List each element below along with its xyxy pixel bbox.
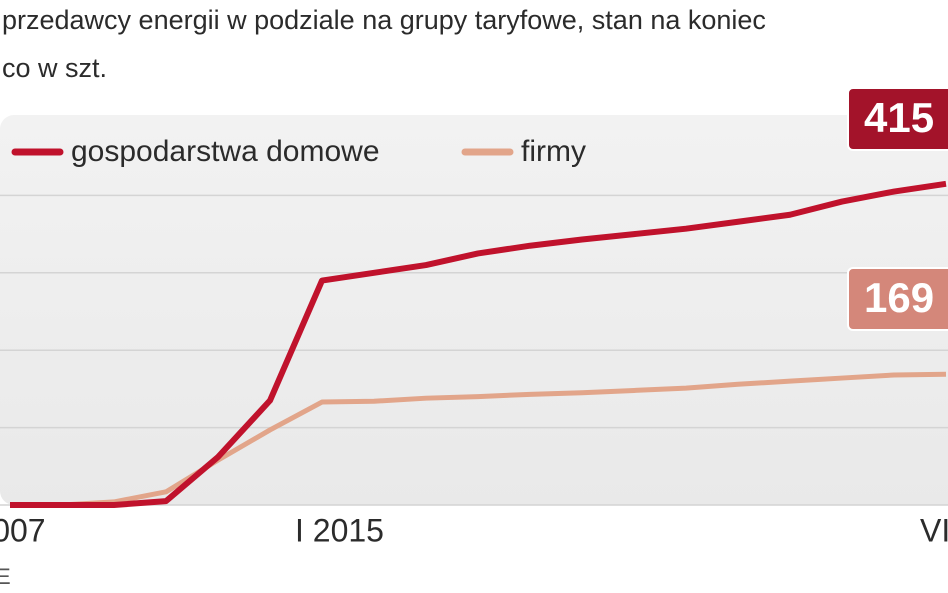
- legend-label: gospodarstwa domowe: [71, 135, 380, 168]
- value-label: 415: [864, 94, 934, 141]
- plot-background: [0, 115, 948, 505]
- x-tick-label: 2007: [0, 512, 46, 548]
- value-label: 169: [864, 274, 934, 321]
- series-line: [10, 371, 947, 508]
- x-tick-label: I 2015: [295, 512, 384, 548]
- legend-label: firmy: [521, 135, 586, 168]
- x-tick-label: VI: [920, 512, 948, 548]
- chart-subtitle: co w szt.: [2, 53, 107, 83]
- chart-title: przedawcy energii w podziale na grupy ta…: [2, 5, 766, 35]
- value-label-box: [847, 267, 948, 331]
- value-label-box: [847, 87, 948, 151]
- series-line: [10, 180, 947, 508]
- source: E: [0, 564, 11, 589]
